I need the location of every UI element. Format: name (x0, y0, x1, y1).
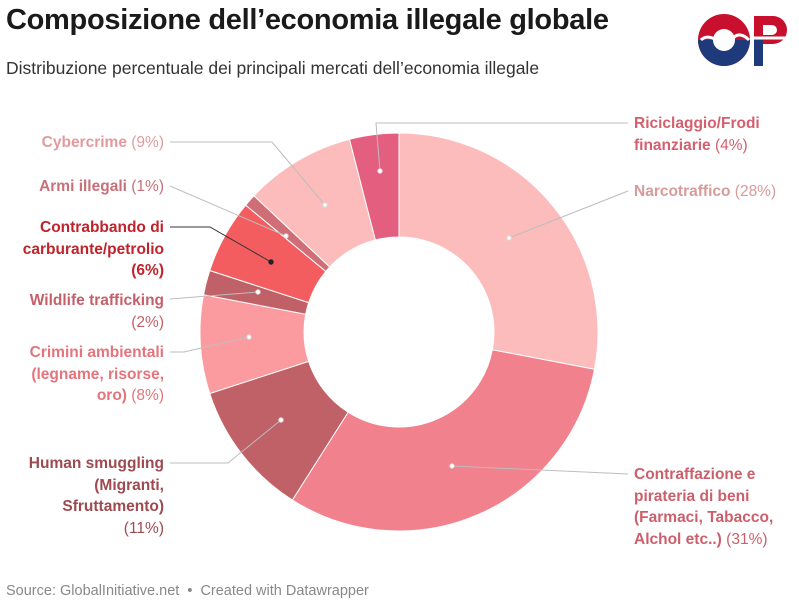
slice-label-line: (Migranti, (94, 476, 164, 494)
slice-label-line: carburante/petrolio (22, 240, 164, 258)
slice-label-human: Human smuggling (Migranti, Sfruttamento) (1… (29, 453, 164, 539)
leader-line-carburante (170, 226, 272, 263)
credit-note: Created with Datawrapper (200, 583, 369, 599)
leader-dot-carburante (268, 259, 274, 265)
leader-dot-armi (283, 233, 289, 239)
slice-label-line: Contrabbando di (40, 219, 164, 236)
slice-label-line: pirateria di beni (634, 487, 750, 505)
leader-dot-narcotraffico (506, 235, 512, 241)
source-note: Source: GlobalInitiative.net (6, 583, 180, 599)
slice-label-line: oro) (96, 387, 127, 404)
chart-title: Composizione dell’economia illegale glob… (6, 4, 609, 36)
chart-subtitle: Distribuzione percentuale dei principali… (6, 58, 540, 78)
slice-percent: (31%) (726, 530, 768, 548)
slice-label-line: Alchol etc..) (634, 530, 722, 548)
slice-label-line: Riciclaggio/Frodi (634, 115, 760, 132)
slice-label-line: Sfruttamento) (62, 498, 164, 515)
leader-dot-contraffazione (449, 463, 455, 469)
leader-dot-riciclaggio (377, 168, 383, 174)
slice-label-line: Armi illegali (39, 178, 127, 195)
slice-label-line: (legname, risorse, (31, 365, 164, 383)
slice-label-wildlife: Wildlife trafficking (2%) (30, 290, 164, 333)
slice-narcotraffico[interactable] (398, 132, 599, 370)
slice-label-line: Human smuggling (28, 455, 164, 472)
slice-contraffazione[interactable] (291, 349, 596, 532)
slice-label-ambientali: Crimini ambientali (legname, risorse, oro)… (30, 342, 164, 407)
slice-label-line: Crimini ambientali (29, 344, 164, 361)
leader-line-armi (169, 185, 287, 237)
leader-line-wildlife (169, 291, 259, 300)
slice-label-contraffazione: Contraffazione e pirateria di beni (Farmac… (634, 464, 773, 550)
slice-label-riciclaggio: Riciclaggio/Frodi finanziarie (4%) (634, 113, 760, 156)
slice-label-line: Wildlife trafficking (29, 292, 164, 309)
slice-label-line: Cybercrime (41, 134, 127, 151)
leader-dot-cybercrime (322, 202, 328, 208)
leader-line-cybercrime (170, 141, 326, 206)
leader-line-narcotraffico (508, 190, 629, 239)
slice-percent: (8%) (131, 387, 164, 404)
slice-riciclaggio[interactable] (348, 132, 400, 241)
slice-percent: (1%) (131, 178, 164, 195)
slice-label-line: (Farmaci, Tabacco, (634, 509, 774, 526)
slice-percent: (9%) (131, 134, 164, 151)
leader-dot-ambientali (246, 334, 252, 340)
slice-label-line: finanziarie (634, 136, 711, 154)
slice-percent: (2%) (131, 313, 164, 331)
slice-percent: (28%) (734, 183, 777, 200)
slice-percent: (11%) (123, 519, 164, 537)
slice-label-line: Narcotraffico (634, 183, 731, 200)
slice-percent: (4%) (714, 136, 748, 154)
leader-line-human (170, 419, 282, 464)
leader-line-ambientali (170, 336, 250, 353)
op-logo (698, 14, 787, 66)
footer-separator: • (187, 583, 193, 599)
leader-line-contraffazione (451, 465, 629, 475)
leader-dot-human (278, 417, 284, 423)
slice-label-narcotraffico: Narcotraffico (28%) (634, 181, 776, 203)
slice-label-armi: Armi illegali (1%) (39, 176, 164, 198)
slice-percent: (6%) (131, 262, 164, 279)
slice-label-line: Contraffazione e (634, 466, 756, 483)
slice-label-carburante: Contrabbando di carburante/petrolio (6%) (23, 217, 164, 282)
leader-dot-wildlife (255, 289, 261, 295)
leader-line-riciclaggio (375, 122, 628, 172)
slice-label-cybercrime: Cybercrime (9%) (42, 132, 164, 154)
footer: Source: GlobalInitiative.net • Created w… (6, 583, 369, 599)
